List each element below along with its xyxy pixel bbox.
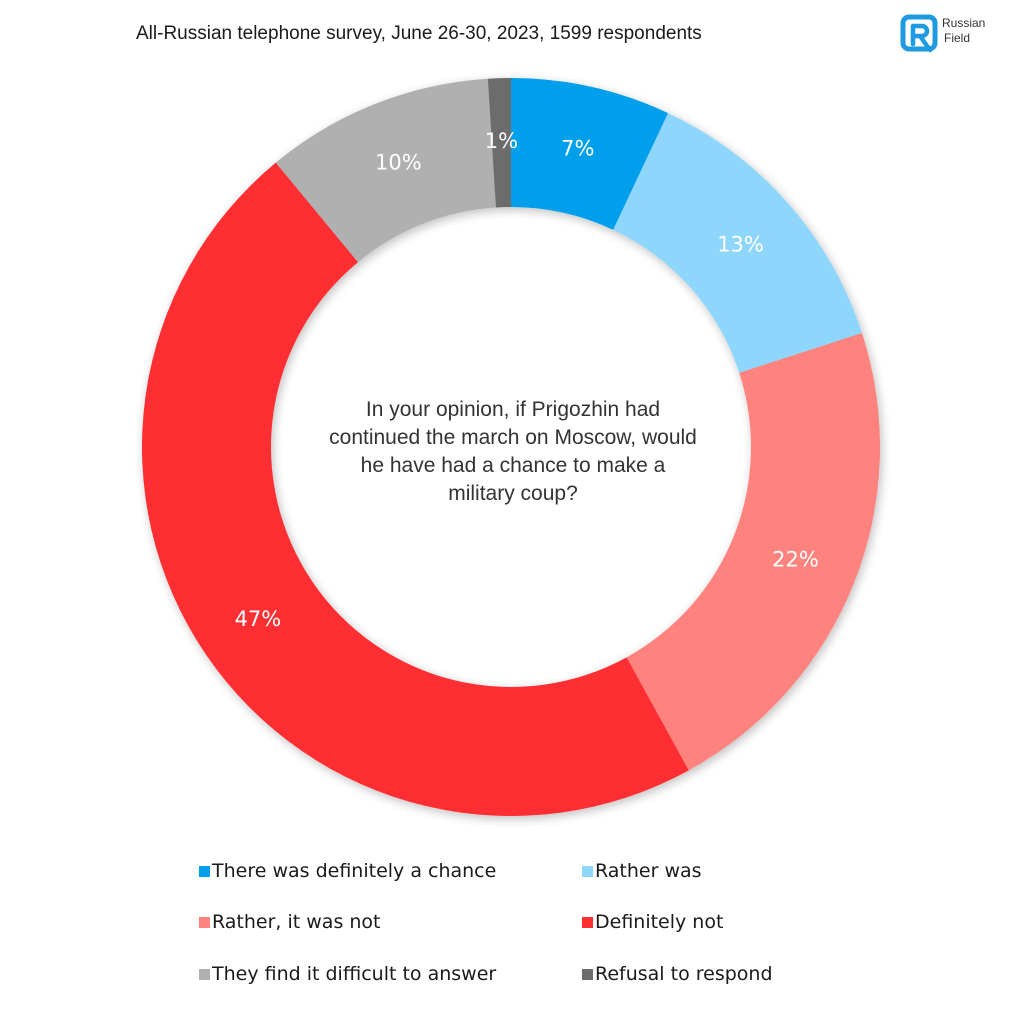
russian-field-logo: Russian Field [900, 12, 1010, 56]
donut-slice [613, 113, 862, 373]
chart-question: In your opinion, if Prigozhin had contin… [329, 398, 697, 505]
donut-slices [141, 78, 881, 817]
slice-data-label: 10% [375, 150, 422, 174]
donut-slice [141, 162, 689, 817]
donut-slice [487, 78, 511, 208]
logo-text-line2: Field [944, 31, 971, 45]
donut-slice [511, 78, 669, 230]
logo-text-line1: Russian [942, 16, 986, 30]
russian-field-logo-icon [900, 14, 938, 53]
slice-data-label: 47% [235, 607, 282, 631]
donut-slice [626, 332, 881, 771]
donut-slice [275, 78, 496, 263]
russian-field-logo-text: Russian Field [942, 16, 985, 46]
donut-slice-labels: 7% 13% 22% 47% 10% 1% [235, 129, 819, 631]
slice-data-label: 22% [772, 548, 819, 572]
survey-title: All-Russian telephone survey, June 26-30… [136, 23, 702, 44]
slice-data-label: 13% [717, 233, 764, 257]
slice-data-label: 7% [561, 136, 594, 160]
slice-data-label: 1% [485, 129, 518, 153]
